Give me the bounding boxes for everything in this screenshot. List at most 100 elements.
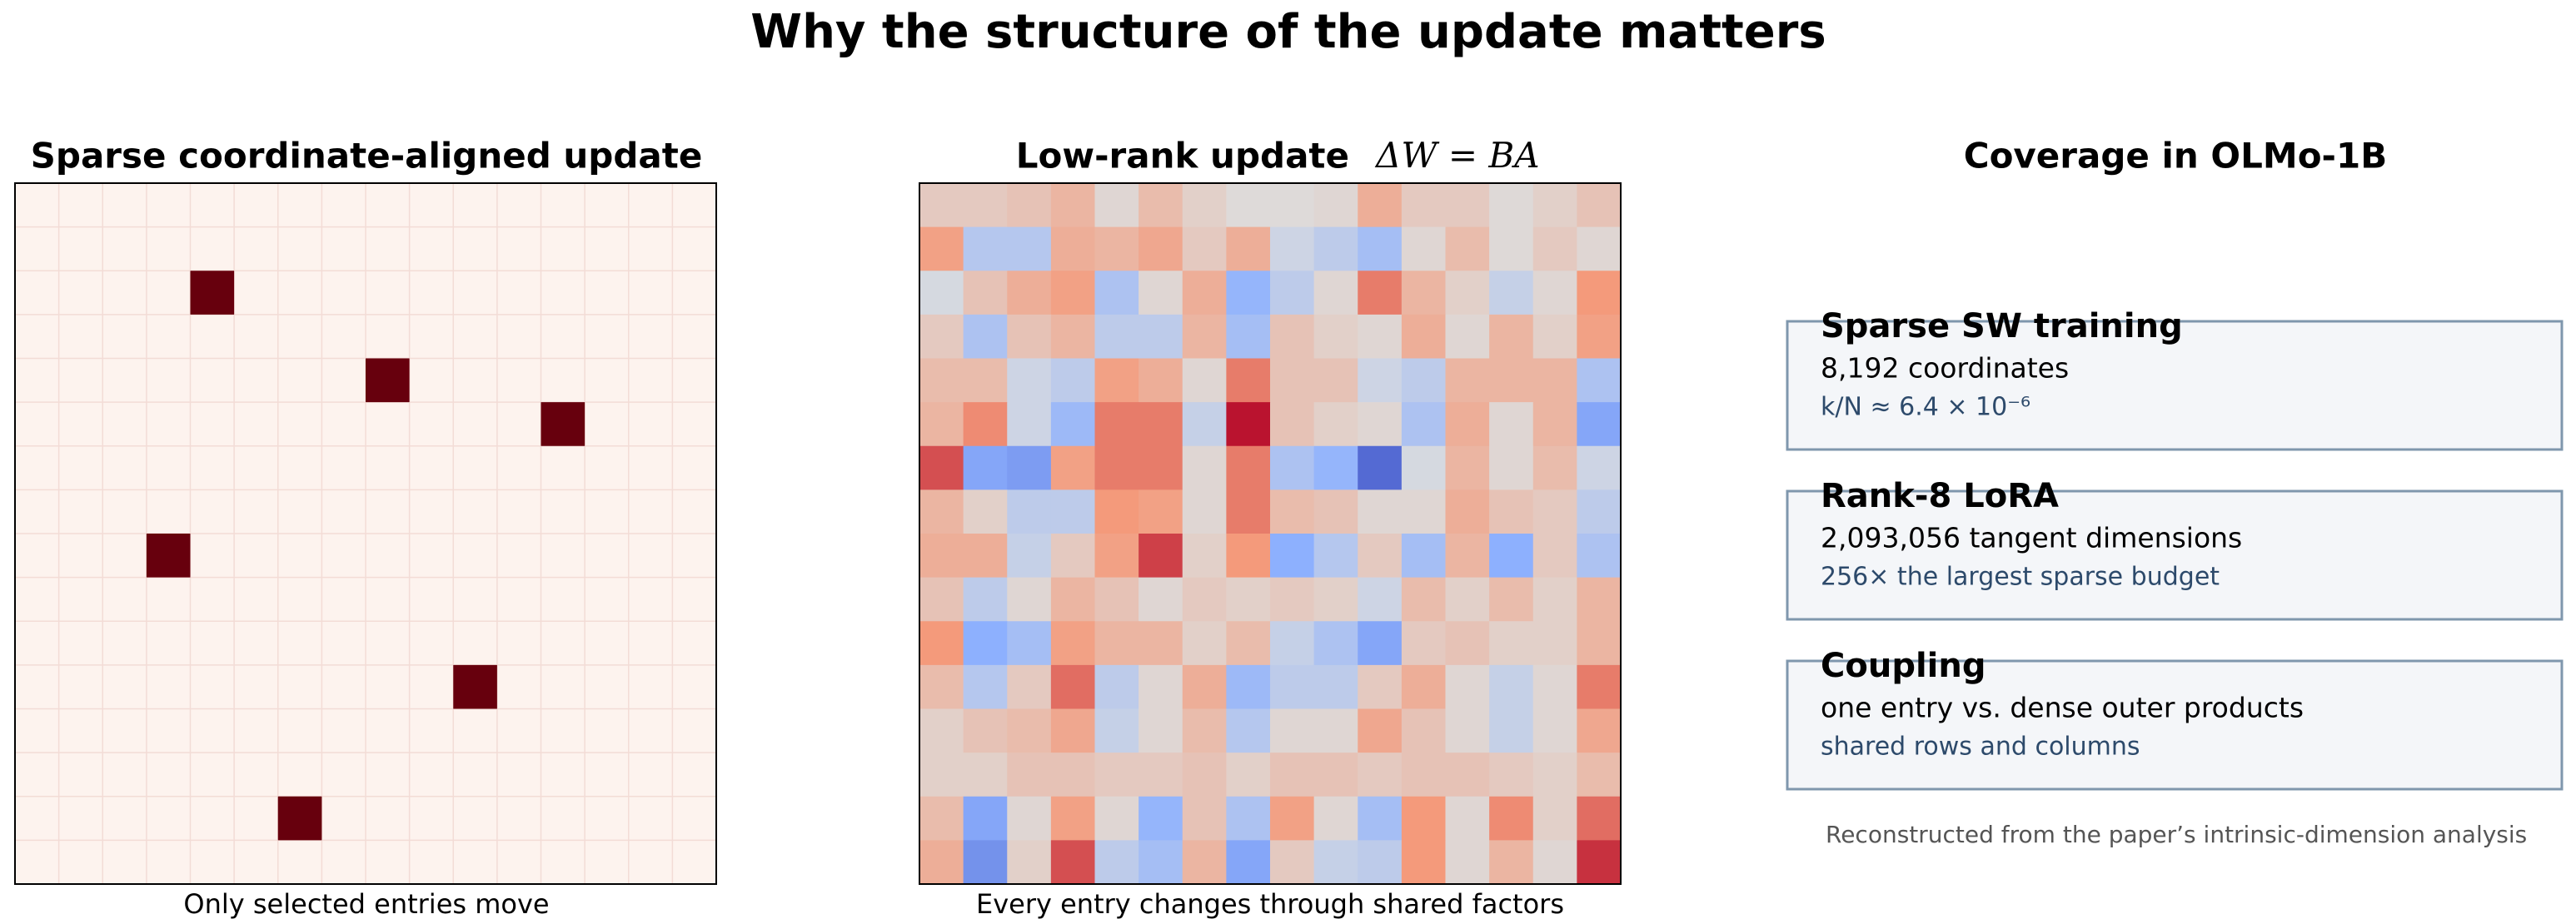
- card-title: Coupling: [1821, 647, 1986, 685]
- heat-cell: [1489, 621, 1534, 666]
- heat-cell: [1094, 534, 1139, 579]
- heat-cell: [963, 314, 1008, 359]
- heat-cell: [1445, 183, 1490, 228]
- card: [1786, 320, 2564, 451]
- heat-cell: [1139, 577, 1183, 622]
- card-title: Sparse SW training: [1821, 307, 2183, 345]
- card-note: 256× the largest sparse budget: [1821, 563, 2220, 592]
- heat-cell: [1270, 708, 1315, 753]
- heat-cell: [1358, 577, 1403, 622]
- heat-cell: [963, 534, 1008, 579]
- heat-cell: [1182, 226, 1227, 271]
- heat-cell: [1182, 796, 1227, 841]
- heat-cell: [1313, 621, 1358, 666]
- heat-cell: [1139, 621, 1183, 666]
- heat-cell: [1050, 402, 1095, 447]
- heat-cell: [919, 489, 964, 534]
- heat-cell: [1226, 358, 1271, 403]
- heat-cell: [1577, 445, 1622, 490]
- sparse-grid: [14, 182, 717, 885]
- heat-cell: [919, 445, 964, 490]
- heat-cell: [1007, 577, 1052, 622]
- heat-cell: [1270, 796, 1315, 841]
- heat-cell: [1358, 664, 1403, 709]
- heat-cell: [963, 489, 1008, 534]
- heat-cell: [1226, 445, 1271, 490]
- heat-cell: [1489, 796, 1534, 841]
- heat-cell: [919, 358, 964, 403]
- heat-cell: [1445, 534, 1490, 579]
- heat-cell: [1313, 314, 1358, 359]
- heat-cell: [919, 314, 964, 359]
- selected-cell: [146, 534, 191, 578]
- heat-cell: [1139, 534, 1183, 579]
- heat-cell: [1489, 314, 1534, 359]
- heat-cell: [1358, 226, 1403, 271]
- heat-cell: [919, 753, 964, 797]
- heat-cell: [1094, 621, 1139, 666]
- heat-cell: [963, 358, 1008, 403]
- heat-cell: [1489, 840, 1534, 885]
- heat-cell: [919, 226, 964, 271]
- heat-cell: [1139, 226, 1183, 271]
- heat-cell: [1270, 753, 1315, 797]
- heat-cell: [1270, 226, 1315, 271]
- heat-cell: [1445, 314, 1490, 359]
- heat-cell: [919, 402, 964, 447]
- heat-cell: [1445, 445, 1490, 490]
- heat-cell: [1313, 708, 1358, 753]
- heat-cell: [1094, 753, 1139, 797]
- panel-caption: Only selected entries move: [183, 888, 549, 920]
- heat-cell: [1050, 664, 1095, 709]
- heat-cell: [1050, 577, 1095, 622]
- heat-cell: [919, 796, 964, 841]
- lowrank-grid: [919, 182, 1622, 885]
- heat-cell: [1007, 621, 1052, 666]
- heat-cell: [1532, 489, 1577, 534]
- heat-cell: [1226, 183, 1271, 228]
- heat-cell: [1401, 358, 1446, 403]
- heat-cell: [1007, 226, 1052, 271]
- heat-cell: [1401, 226, 1446, 271]
- heat-cell: [919, 534, 964, 579]
- heat-cell: [1270, 534, 1315, 579]
- heat-cell: [1094, 664, 1139, 709]
- heat-cell: [1270, 358, 1315, 403]
- heat-cell: [1094, 271, 1139, 315]
- heat-cell: [1313, 271, 1358, 315]
- heat-cell: [1139, 314, 1183, 359]
- heat-cell: [1139, 271, 1183, 315]
- card-line: 2,093,056 tangent dimensions: [1821, 522, 2242, 554]
- heat-cell: [919, 840, 964, 885]
- heat-cell: [1007, 314, 1052, 359]
- heat-cell: [963, 664, 1008, 709]
- heat-cell: [1401, 577, 1446, 622]
- heat-cell: [1139, 183, 1183, 228]
- heat-cell: [1270, 183, 1315, 228]
- heat-cell: [1489, 489, 1534, 534]
- heat-cell: [1226, 664, 1271, 709]
- heat-cell: [1094, 796, 1139, 841]
- heat-cell: [1401, 796, 1446, 841]
- heat-cell: [1489, 358, 1534, 403]
- heat-cell: [1358, 402, 1403, 447]
- heat-cell: [1139, 402, 1183, 447]
- heat-cell: [1313, 226, 1358, 271]
- heat-cell: [1094, 226, 1139, 271]
- heat-cell: [1313, 534, 1358, 579]
- heat-cell: [1270, 314, 1315, 359]
- heat-cell: [1007, 402, 1052, 447]
- heat-cell: [1226, 840, 1271, 885]
- heat-cell: [1401, 402, 1446, 447]
- heat-cell: [1182, 445, 1227, 490]
- heat-cell: [1358, 708, 1403, 753]
- heat-cell: [1577, 402, 1622, 447]
- heat-cell: [1577, 708, 1622, 753]
- heat-cell: [1050, 796, 1095, 841]
- heat-cell: [1358, 183, 1403, 228]
- heat-cell: [1182, 840, 1227, 885]
- heat-cell: [919, 621, 964, 666]
- heat-cell: [1182, 314, 1227, 359]
- heat-cell: [1577, 271, 1622, 315]
- heat-cell: [1532, 753, 1577, 797]
